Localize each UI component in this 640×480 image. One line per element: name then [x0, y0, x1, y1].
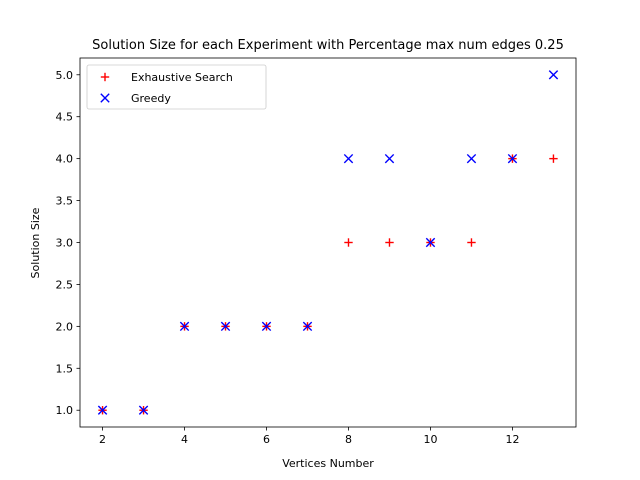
legend-marker	[100, 93, 110, 103]
x-tick-label: 4	[181, 433, 188, 446]
data-point	[425, 237, 436, 248]
y-axis-ticks: 1.0 1.5 2.0 2.5 3.0 3.5 4.0 4.5 5.0	[56, 69, 80, 417]
x-tick-label: 2	[99, 433, 106, 446]
legend-label: Exhaustive Search	[131, 71, 233, 84]
y-tick-label: 5.0	[56, 69, 74, 82]
y-tick-label: 2.5	[56, 278, 74, 291]
data-point	[220, 321, 231, 332]
data-point	[343, 153, 354, 164]
data-point	[507, 153, 518, 164]
data-points	[97, 70, 559, 415]
data-point	[97, 405, 108, 415]
data-point	[385, 238, 394, 247]
data-point	[344, 238, 353, 247]
y-tick-label: 3.5	[56, 195, 74, 208]
data-point	[466, 153, 477, 164]
x-tick-label: 10	[423, 433, 437, 446]
data-point	[549, 154, 558, 163]
y-tick-label: 1.5	[56, 362, 74, 375]
x-tick-label: 8	[345, 433, 352, 446]
data-point	[302, 321, 313, 332]
legend-box	[86, 64, 267, 110]
data-point	[261, 321, 272, 332]
y-tick-label: 4.5	[56, 111, 74, 124]
legend-marker	[100, 72, 110, 82]
x-axis-ticks: 2 4 6 8 10 12	[99, 427, 519, 446]
y-tick-label: 1.0	[56, 404, 74, 417]
legend: Exhaustive Search Greedy	[86, 64, 267, 110]
data-point	[548, 70, 559, 80]
y-tick-label: 3.0	[56, 237, 74, 250]
chart-title: Solution Size for each Experiment with P…	[92, 38, 564, 53]
x-tick-label: 6	[263, 433, 270, 446]
data-point	[138, 405, 149, 415]
data-point	[384, 153, 395, 164]
x-tick-label: 12	[505, 433, 519, 446]
axes-frame	[79, 57, 577, 428]
y-tick-label: 2.0	[56, 320, 74, 333]
legend-label: Greedy	[131, 92, 171, 105]
series-2	[97, 70, 559, 415]
plot-area	[79, 57, 577, 428]
data-point	[179, 321, 190, 332]
y-tick-label: 4.0	[56, 153, 74, 166]
x-axis-label: Vertices Number	[282, 457, 374, 470]
data-point	[467, 238, 476, 247]
y-axis-label: Solution Size	[29, 207, 42, 278]
